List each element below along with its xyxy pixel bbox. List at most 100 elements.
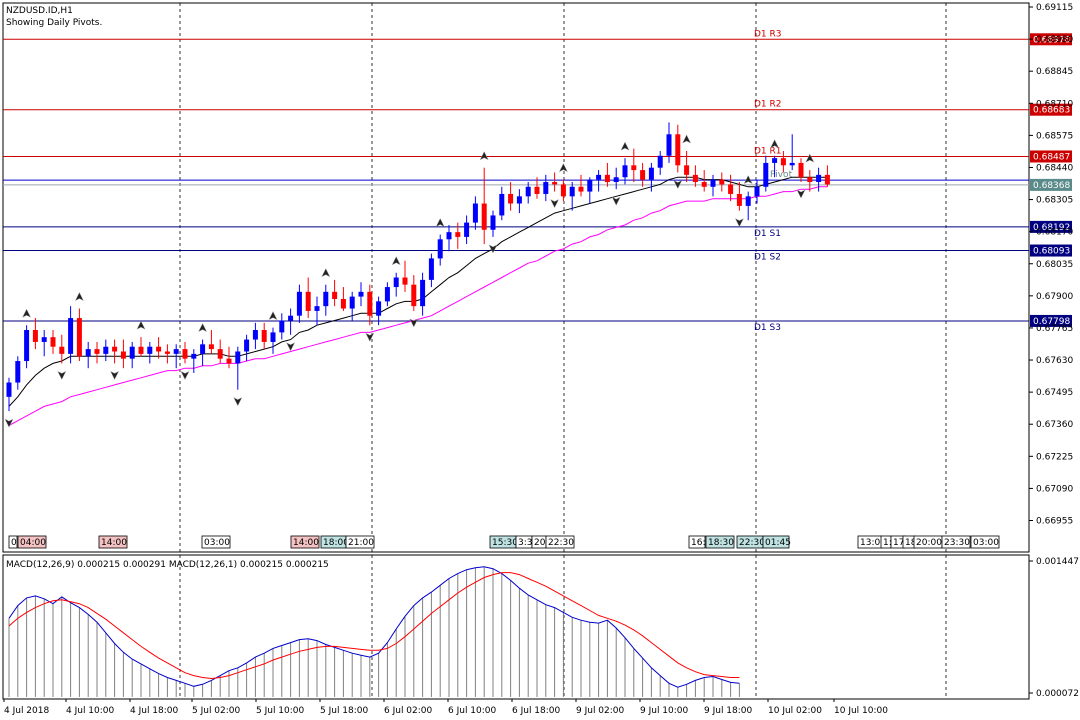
time-axis: 4 Jul 2018 4 Jul 10:00 4 Jul 18:00 5 Jul 02… xyxy=(3,699,888,716)
candle-body xyxy=(156,346,162,352)
candle-body xyxy=(349,296,355,309)
time-markers: 0 04:00 14:00 03:00 14:00 18:00 21:00 15:30 3:30… xyxy=(8,535,1000,549)
time-marker-box xyxy=(290,535,320,549)
time-marker-box xyxy=(345,535,375,549)
fractal-up-icon xyxy=(620,141,630,151)
time-marker-label: 18:30 xyxy=(708,538,734,548)
pivot-levels: D1 R3 0.68978 D1 R2 0.68683 D1 R1 0.68487 Pivo… xyxy=(3,29,1072,333)
candle-body xyxy=(112,346,118,352)
macd-tick-label: 0.001447 xyxy=(1036,557,1079,567)
candle-body xyxy=(631,165,637,171)
fractal-up-icon xyxy=(770,139,780,149)
candle-body xyxy=(499,193,505,216)
candle-body xyxy=(85,349,91,357)
price-tick-label: 0.67900 xyxy=(1036,292,1073,302)
time-marker-label: 04:00 xyxy=(20,538,46,548)
price-tick-label: 0.68980 xyxy=(1036,35,1073,45)
candles xyxy=(6,122,830,412)
price-pane-border xyxy=(2,2,1030,553)
candle-body xyxy=(596,174,602,180)
candle-body xyxy=(710,179,716,187)
candle-body xyxy=(191,353,197,359)
time-marker-label: 14:00 xyxy=(293,538,319,548)
fractal-down-icon xyxy=(180,370,190,380)
candle-body xyxy=(129,346,135,359)
candle-body xyxy=(516,196,522,204)
price-pane[interactable] xyxy=(2,2,1030,553)
time-tick-label: 10 Jul 02:00 xyxy=(768,706,822,716)
price-tick-label: 0.67090 xyxy=(1036,484,1073,494)
candle-body xyxy=(464,222,470,237)
candle-body xyxy=(367,291,373,316)
candle-body xyxy=(657,155,663,168)
level-price-tag-text: 0.68487 xyxy=(1033,152,1070,162)
candle-body xyxy=(675,134,681,166)
fractal-up-icon xyxy=(22,308,32,318)
time-marker-label: 16: xyxy=(691,538,705,548)
fractal-down-icon xyxy=(286,342,296,352)
candle-body xyxy=(94,349,100,354)
candle-body xyxy=(208,344,214,350)
candle-body xyxy=(314,306,320,311)
subtitle: Showing Daily Pivots. xyxy=(6,18,102,28)
price-tick-label: 0.67765 xyxy=(1036,324,1073,334)
macd-pane-border xyxy=(2,554,1030,700)
candle-body xyxy=(252,330,258,340)
level-price-tag-text: 0.67798 xyxy=(1033,317,1070,327)
candle-body xyxy=(120,351,126,359)
candle-body xyxy=(684,165,690,175)
candle-body xyxy=(437,239,443,259)
time-marker-box xyxy=(762,535,790,549)
price-tick-label: 0.66955 xyxy=(1036,517,1073,527)
ema-fast-line xyxy=(8,176,828,407)
time-marker-label: 22:30 xyxy=(548,538,574,548)
fractal-markers xyxy=(4,134,815,428)
time-marker-label: 20: xyxy=(534,538,548,548)
candle-body xyxy=(543,182,549,194)
candle-body xyxy=(772,158,778,163)
macd-caption: MACD(12,26,9) 0.000215 0.000291 MACD(12,… xyxy=(6,560,329,570)
price-axis: 0.69115 0.68980 0.68845 0.68710 0.68575 0.684… xyxy=(1029,3,1079,699)
time-marker-label: 13:00 xyxy=(860,538,886,548)
macd-line xyxy=(8,566,740,688)
candle-body xyxy=(816,174,822,183)
time-marker-label: 0 xyxy=(11,538,17,548)
grid-lines xyxy=(179,3,947,699)
candle-body xyxy=(411,284,417,307)
candle-body xyxy=(578,186,584,192)
candle-body xyxy=(701,182,707,187)
level-label: D1 S1 xyxy=(754,229,781,239)
fractal-up-icon xyxy=(268,311,278,321)
level-price-tag xyxy=(1030,220,1072,233)
candle-body xyxy=(728,184,734,194)
macd-pane[interactable] xyxy=(2,554,1030,700)
candle-body xyxy=(103,346,109,354)
time-tick-label: 9 Jul 18:00 xyxy=(704,706,753,716)
candle-body xyxy=(296,291,302,316)
candle-body xyxy=(288,315,294,321)
candle-body xyxy=(719,179,725,185)
time-tick-label: 10 Jul 10:00 xyxy=(834,706,888,716)
candle-body xyxy=(173,349,179,354)
fractal-down-icon xyxy=(110,370,120,380)
price-tick-label: 0.67360 xyxy=(1036,420,1073,430)
ema-slow-line xyxy=(8,186,828,426)
candle-body xyxy=(534,186,540,194)
fractal-down-icon xyxy=(4,418,14,428)
fractal-down-icon xyxy=(796,189,806,199)
fractal-up-icon xyxy=(136,320,146,330)
current-price-tag-text: 0.68368 xyxy=(1033,181,1070,191)
candle-body xyxy=(32,330,38,342)
time-marker-box xyxy=(705,535,735,549)
level-label: D1 R3 xyxy=(754,29,782,39)
fractal-down-icon xyxy=(550,199,560,209)
candle-body xyxy=(763,162,769,187)
fractal-down-icon xyxy=(365,332,375,342)
candle-body xyxy=(640,170,646,180)
level-price-tag xyxy=(1030,314,1072,327)
candle-body xyxy=(15,361,21,383)
candle-body xyxy=(138,346,144,354)
candle-body xyxy=(24,330,30,362)
time-tick-label: 4 Jul 18:00 xyxy=(130,706,179,716)
candle-body xyxy=(525,186,531,197)
